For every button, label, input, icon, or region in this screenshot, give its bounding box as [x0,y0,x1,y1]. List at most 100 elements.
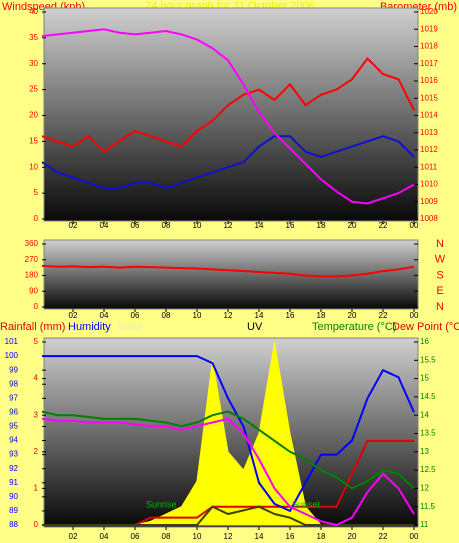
x-tick-label: 00 [410,221,419,230]
y2-tick-label: N [436,301,444,313]
y-tick-label: 93 [9,450,18,459]
y2-tick-label: 1017 [420,59,438,68]
y-tick-label: 30 [29,59,38,68]
x-tick-label: 20 [348,221,357,230]
y2-tick-label: 1020 [420,7,438,16]
x-tick-label: 18 [317,532,326,541]
y-tick-label: 92 [9,464,18,473]
y2-tick-label: 15 [420,374,429,383]
y-tick-label: 91 [9,478,18,487]
y2-tick-label: W [435,254,446,266]
x-tick-label: 12 [224,311,233,320]
y2-tick-label: 15.5 [420,355,436,364]
x-tick-label: 16 [286,532,295,541]
plot-area [43,7,419,222]
x-tick-label: 22 [379,311,388,320]
y2-tick-label: 14 [420,410,429,419]
legend-label: Dew Point (°C) [392,321,459,333]
x-tick-label: 00 [410,532,419,541]
y2-tick-label: 12.5 [420,465,436,474]
x-tick-label: 04 [100,532,109,541]
x-tick-label: 14 [255,311,264,320]
line [41,28,415,205]
y3-tick-label: 4 [34,374,39,383]
x-tick-label: 16 [286,311,295,320]
x-tick-label: 20 [348,532,357,541]
y-tick-label: 101 [5,337,19,346]
x-tick-label: 10 [193,532,202,541]
x-tick-label: 02 [69,532,78,541]
y-tick-label: 100 [5,351,19,360]
y2-tick-label: 1011 [420,162,438,171]
y2-tick-label: N [436,238,444,250]
x-tick-label: 22 [379,221,388,230]
y2-tick-label: 16 [420,337,429,346]
y-tick-label: 270 [25,255,39,264]
y-tick-label: 25 [29,85,38,94]
y-tick-label: 99 [9,365,18,374]
legend-label: Temperature (°C) [312,321,396,333]
y-tick-label: 5 [34,188,39,197]
x-tick-label: 06 [131,311,140,320]
y2-tick-label: 1016 [420,76,438,85]
y-tick-label: 98 [9,379,18,388]
y-tick-label: 96 [9,407,18,416]
x-tick-label: 08 [162,311,171,320]
legend-label: Solar [117,321,143,333]
y-tick-label: 0 [34,302,39,311]
y2-tick-label: E [436,285,443,297]
y3-tick-label: 5 [34,337,39,346]
y-tick-label: 15 [29,136,38,145]
y3-tick-label: 3 [34,410,39,419]
y-tick-label: 97 [9,393,18,402]
y2-tick-label: 1013 [420,128,438,137]
y2-tick-label: 13 [420,447,429,456]
x-tick-label: 16 [286,221,295,230]
line [41,57,415,154]
y-tick-label: 90 [29,286,38,295]
legend-label: Humidity [68,321,111,333]
y-tick-label: 0 [34,214,39,223]
x-tick-label: 02 [69,221,78,230]
x-tick-label: 08 [162,221,171,230]
y2-tick-label: 1018 [420,42,438,51]
y3-tick-label: 0 [34,520,39,529]
y2-tick-label: 1008 [420,214,438,223]
y-tick-label: 88 [9,520,18,529]
y2-tick-label: 1014 [420,111,438,120]
x-tick-label: 00 [410,311,419,320]
y2-tick-label: 12 [420,484,429,493]
y2-tick-label: 11 [420,520,429,529]
legend-label: Rainfall (mm) [0,321,65,333]
y2-tick-label: 1009 [420,197,438,206]
x-tick-label: 04 [100,311,109,320]
line [41,264,415,278]
annotation: Sunset [292,499,321,509]
y2-tick-label: 11.5 [420,502,436,511]
y2-tick-label: 1019 [420,24,438,33]
line [41,410,415,490]
y2-tick-label: 1015 [420,93,438,102]
x-tick-label: 10 [193,311,202,320]
x-tick-label: 04 [100,221,109,230]
x-tick-label: 18 [317,221,326,230]
x-tick-label: 12 [224,532,233,541]
line [41,417,415,527]
line [41,135,415,190]
y-tick-label: 180 [25,271,39,280]
y3-tick-label: 1 [34,484,39,493]
y-tick-label: 94 [9,436,18,445]
x-tick-label: 12 [224,221,233,230]
line [42,355,415,513]
x-tick-label: 10 [193,221,202,230]
legend-label: UV [247,321,263,333]
annotation: Sunrise [146,499,177,509]
x-tick-label: 22 [379,532,388,541]
y3-tick-label: 2 [34,447,39,456]
y2-tick-label: 14.5 [420,392,436,401]
x-tick-label: 20 [348,311,357,320]
chart-title: 24 hour graph for 31 October 2006 [145,0,314,12]
x-tick-label: 06 [131,532,140,541]
x-tick-label: 14 [255,221,264,230]
